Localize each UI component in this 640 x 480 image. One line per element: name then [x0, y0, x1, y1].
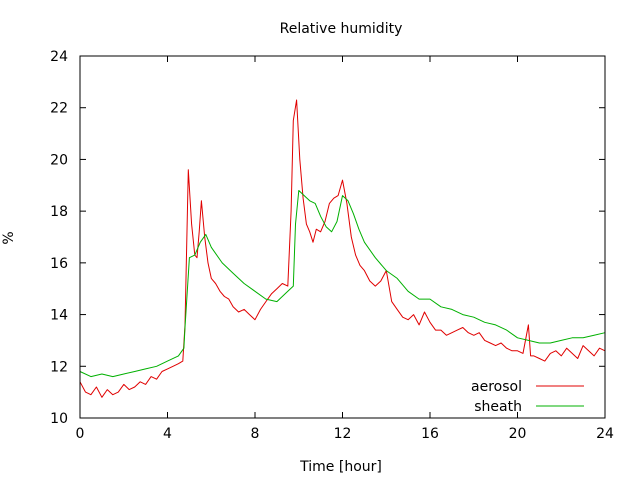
x-tick-label: 24	[596, 426, 614, 442]
y-axis-label: %	[1, 231, 17, 244]
x-tick-label: 0	[76, 426, 85, 442]
series-line-sheath	[79, 190, 606, 378]
plot-frame	[79, 55, 606, 419]
series-line-aerosol	[79, 99, 606, 398]
y-tick-label: 22	[50, 101, 68, 117]
y-tick-label: 24	[50, 49, 68, 65]
axis-ticks: 0 4 8 12 16 20 24 10 12 14 16 18 20 22 24	[50, 49, 614, 442]
series-lines	[79, 99, 606, 398]
y-tick-label: 14	[50, 308, 68, 324]
x-tick-label: 16	[421, 426, 439, 442]
x-axis-label: Time [hour]	[299, 459, 382, 475]
legend: aerosol sheath	[471, 379, 584, 415]
chart-title: Relative humidity	[280, 21, 403, 37]
x-tick-label: 8	[251, 426, 260, 442]
y-tick-label: 16	[50, 256, 68, 272]
x-tick-label: 4	[163, 426, 172, 442]
y-tick-label: 10	[50, 411, 68, 427]
y-tick-label: 20	[50, 152, 68, 168]
y-tick-label: 18	[50, 204, 68, 220]
legend-label-aerosol: aerosol	[471, 379, 522, 395]
x-tick-label: 12	[334, 426, 352, 442]
y-tick-label: 12	[50, 359, 68, 375]
legend-label-sheath: sheath	[474, 399, 522, 415]
x-tick-label: 20	[509, 426, 527, 442]
